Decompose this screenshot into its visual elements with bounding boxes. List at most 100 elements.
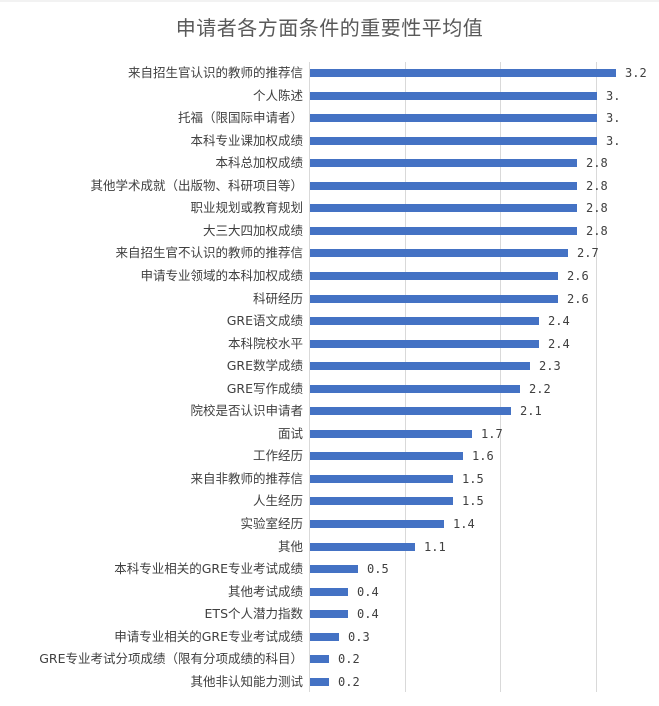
data-label: 2.4: [548, 314, 570, 329]
bar-row: GRE写作成绩 2.2: [0, 378, 659, 400]
bar: [310, 497, 453, 506]
data-label: 0.3: [348, 629, 370, 644]
bar: [310, 407, 511, 416]
data-label: 1.6: [472, 449, 494, 464]
data-label: 1.5: [462, 494, 484, 509]
bar-row: 申请专业相关的GRE专业考试成绩 0.3: [0, 626, 659, 648]
category-label: 来自招生官不认识的教师的推荐信: [115, 245, 303, 261]
bar-row: 科研经历 2.6: [0, 288, 659, 310]
category-label: 科研经历: [252, 290, 303, 306]
data-label: 2.8: [586, 178, 608, 193]
bar-row: GRE语文成绩 2.4: [0, 310, 659, 332]
bar: [310, 339, 539, 348]
category-label: GRE数学成绩: [226, 358, 303, 374]
category-label: 申请专业相关的GRE专业考试成绩: [114, 628, 303, 644]
data-label: 2.1: [520, 404, 542, 419]
data-label: 2.8: [586, 156, 608, 171]
bar-row: 其他 1.1: [0, 536, 659, 558]
bar-row: 其他学术成就（出版物、科研项目等） 2.8: [0, 175, 659, 197]
bar: [310, 271, 558, 280]
bar-row: 托福（限国际申请者） 3.: [0, 107, 659, 129]
bar: [310, 294, 558, 303]
bar: [310, 91, 597, 100]
category-label: 实验室经历: [240, 516, 303, 531]
bar-row: 本科专业课加权成绩 3.: [0, 130, 659, 152]
data-label: 0.4: [357, 584, 379, 599]
category-label: 工作经历: [252, 448, 303, 464]
bar-row: 人生经历 1.5: [0, 490, 659, 512]
y-axis-line: [309, 62, 310, 692]
bar-row: 个人陈述 3.: [0, 85, 659, 107]
gridline: [596, 62, 597, 692]
category-label: 本科院校水平: [227, 335, 303, 351]
category-label: 职业规划或教育规划: [190, 200, 303, 216]
gridline: [405, 62, 406, 692]
bar-row: 其他考试成绩 0.4: [0, 581, 659, 603]
bar-row: GRE数学成绩 2.3: [0, 355, 659, 377]
bar-row: 本科院校水平 2.4: [0, 333, 659, 355]
bar: [310, 655, 329, 664]
bar: [310, 204, 577, 213]
bar: [310, 362, 530, 371]
category-label: 其他学术成就（出版物、科研项目等）: [90, 177, 303, 193]
bar-row: 其他非认知能力测试 0.2: [0, 671, 659, 693]
data-label: 1.7: [481, 426, 503, 441]
bar-row: 职业规划或教育规划 2.8: [0, 197, 659, 219]
data-label: 0.4: [357, 607, 379, 622]
data-label: 0.5: [367, 562, 389, 577]
chart-title: 申请者各方面条件的重要性平均值: [175, 16, 484, 40]
data-label: 2.4: [548, 336, 570, 351]
data-label: 2.6: [567, 268, 589, 283]
category-label: 其他考试成绩: [227, 583, 303, 599]
data-label: 0.2: [338, 652, 360, 667]
bar-row: 工作经历 1.6: [0, 445, 659, 467]
category-label: 托福（限国际申请者）: [177, 110, 303, 126]
bar: [310, 114, 597, 123]
data-label: 2.6: [567, 291, 589, 306]
bar-row: 来自非教师的推荐信 1.5: [0, 468, 659, 490]
data-label: 1.1: [424, 539, 446, 554]
bar: [310, 159, 577, 168]
bar-row: 院校是否认识申请者 2.1: [0, 400, 659, 422]
bar-row: 来自招生官不认识的教师的推荐信 2.7: [0, 242, 659, 264]
category-label: 大三大四加权成绩: [202, 222, 303, 238]
top-border: [0, 0, 659, 2]
bar: [310, 632, 339, 641]
bar: [310, 136, 597, 145]
category-label: 本科总加权成绩: [215, 155, 303, 171]
bar-row: 本科专业相关的GRE专业考试成绩 0.5: [0, 558, 659, 580]
bar-row: 本科总加权成绩 2.8: [0, 152, 659, 174]
bar: [310, 452, 463, 461]
category-label: 个人陈述: [252, 87, 303, 103]
gridline: [500, 62, 501, 692]
data-label: 0.2: [338, 674, 360, 689]
category-label: ETS个人潜力指数: [204, 606, 303, 622]
bar: [310, 565, 358, 574]
bar-row: 大三大四加权成绩 2.8: [0, 220, 659, 242]
category-label: 本科专业课加权成绩: [190, 132, 303, 148]
bar-row: ETS个人潜力指数 0.4: [0, 603, 659, 625]
category-label: 其他非认知能力测试: [190, 673, 303, 689]
bar: [310, 520, 444, 528]
category-label: 本科专业相关的GRE专业考试成绩: [114, 561, 303, 577]
data-label: 3.: [606, 133, 621, 148]
bar: [310, 542, 415, 551]
data-label: 2.8: [586, 223, 608, 238]
bar: [310, 429, 472, 438]
bar-row: GRE专业考试分项成绩（限有分项成绩的科目） 0.2: [0, 648, 659, 670]
category-label: GRE专业考试分项成绩（限有分项成绩的科目）: [39, 651, 303, 667]
bar-row: 来自招生官认识的教师的推荐信 3.2: [0, 62, 659, 84]
category-label: 申请专业领域的本科加权成绩: [140, 267, 303, 283]
bar: [310, 226, 577, 235]
category-label: 来自招生官认识的教师的推荐信: [127, 65, 303, 80]
data-label: 3.: [606, 88, 621, 103]
data-label: 2.3: [539, 359, 561, 374]
bar: [310, 69, 616, 77]
bar-row: 申请专业领域的本科加权成绩 2.6: [0, 265, 659, 287]
data-label: 3.2: [625, 66, 647, 80]
bar: [310, 317, 539, 326]
bar: [310, 181, 577, 190]
bar-row: 实验室经历 1.4: [0, 513, 659, 535]
bar: [310, 384, 520, 393]
